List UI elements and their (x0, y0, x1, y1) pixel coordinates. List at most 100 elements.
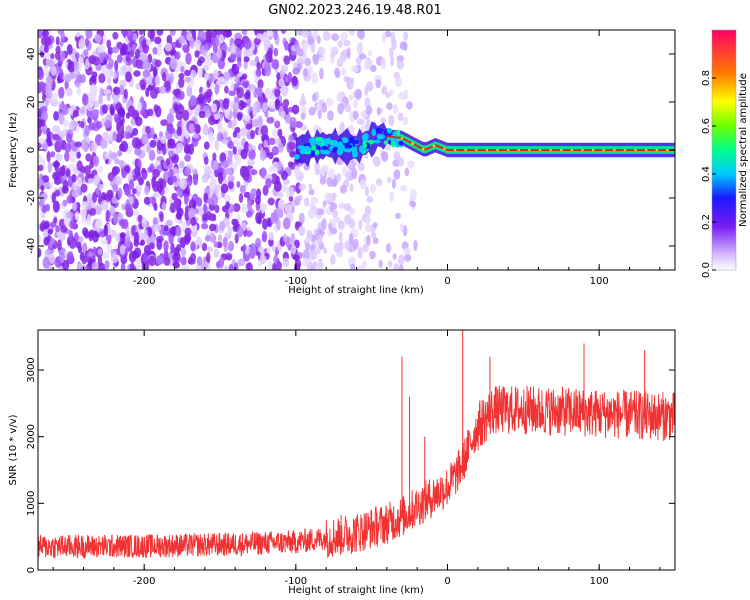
spectral-noise-blob (312, 54, 319, 66)
signal-blob (332, 139, 338, 146)
spectral-noise-blob (68, 72, 76, 80)
spectral-noise-blob (119, 159, 125, 169)
spectral-noise-blob (337, 220, 345, 230)
spectral-noise-blob (240, 127, 247, 137)
spectral-noise-blob (381, 32, 387, 43)
spectral-noise-blob (97, 44, 106, 53)
spectral-noise-blob (307, 207, 316, 220)
spectral-noise-blob (285, 114, 291, 124)
spectral-noise-blob (52, 125, 60, 134)
spectral-noise-blob (380, 117, 387, 124)
spectral-noise-blob (271, 58, 280, 70)
spectral-noise-blob (188, 123, 195, 134)
spectral-noise-blob (71, 202, 78, 212)
spectral-noise-blob (280, 184, 289, 193)
spectral-noise-blob (51, 192, 56, 204)
spectral-noise-blob (312, 93, 317, 103)
spectral-noise-blob (156, 46, 162, 57)
spectral-noise-blob (80, 139, 88, 150)
spectral-noise-blob (42, 30, 49, 38)
spectral-noise-blob (55, 45, 61, 54)
spectral-noise-blob (322, 30, 331, 41)
spectral-noise-blob (265, 177, 272, 189)
spectral-noise-blob (173, 104, 179, 112)
spectral-noise-blob (201, 223, 209, 230)
spectral-noise-blob (74, 141, 82, 148)
spectral-noise-blob (288, 134, 294, 144)
spectral-noise-blob (41, 175, 50, 183)
spectral-noise-blob (97, 255, 103, 267)
spectral-noise-blob (81, 201, 88, 209)
spectral-noise-blob (53, 217, 58, 224)
spectral-noise-blob (213, 113, 220, 120)
spectral-noise-blob (124, 186, 131, 196)
spectral-noise-blob (366, 196, 374, 204)
spectral-noise-blob (247, 199, 252, 212)
spectral-noise-blob (388, 260, 393, 268)
spectral-noise-blob (84, 58, 90, 70)
spectral-noise-blob (109, 205, 116, 216)
signal-blob (354, 139, 360, 145)
spectral-noise-blob (152, 169, 161, 178)
spectral-noise-blob (169, 107, 175, 115)
spectral-noise-blob (350, 30, 355, 36)
signal-blob (351, 149, 358, 158)
spectral-noise-blob (291, 75, 298, 87)
spectral-noise-blob (329, 218, 337, 225)
spectral-noise-blob (86, 214, 92, 227)
spectral-noise-blob (173, 246, 179, 257)
spectral-noise-blob (93, 174, 101, 187)
spectral-noise-blob (175, 226, 182, 237)
spectral-noise-blob (146, 39, 152, 46)
spectral-noise-blob (74, 60, 79, 72)
spectral-noise-blob (182, 109, 190, 121)
spectral-noise-blob (139, 30, 144, 36)
spectral-noise-blob (125, 55, 131, 63)
signal-blob (311, 144, 317, 151)
spectral-noise-blob (128, 179, 135, 190)
spectral-noise-blob (133, 209, 140, 217)
spectral-noise-blob (135, 258, 140, 270)
spectral-noise-blob (143, 60, 149, 71)
spectral-noise-blob (72, 109, 78, 118)
spectral-noise-blob (50, 53, 55, 60)
spectral-noise-blob (228, 89, 236, 97)
spectral-noise-blob (224, 109, 230, 119)
signal-blob (359, 145, 365, 153)
colorbar-tick-label: 0.0 (701, 262, 712, 278)
spectral-noise-blob (58, 86, 65, 99)
spectral-noise-blob (104, 119, 112, 129)
x-tick-label: 0 (444, 276, 450, 287)
spectral-noise-blob (155, 255, 164, 265)
spectral-noise-blob (38, 30, 43, 39)
spectral-noise-blob (227, 175, 235, 182)
spectral-noise-blob (198, 66, 203, 78)
spectral-noise-blob (54, 170, 63, 179)
x-tick-label: -200 (133, 276, 156, 287)
spectral-noise-blob (104, 260, 110, 270)
spectral-noise-blob (44, 36, 52, 47)
spectral-noise-blob (173, 261, 180, 268)
spectral-noise-blob (191, 30, 196, 37)
spectral-noise-blob (113, 94, 119, 105)
spectral-noise-blob (389, 191, 395, 202)
spectral-noise-blob (280, 84, 289, 97)
spectral-noise-blob (71, 104, 77, 112)
spectral-noise-blob (226, 254, 232, 261)
colorbar-tick-label: 0.2 (701, 214, 712, 230)
spectral-noise-blob (156, 30, 164, 36)
signal-blob (348, 136, 355, 145)
spectral-noise-blob (273, 30, 278, 41)
spectral-noise-blob (405, 101, 413, 110)
spectral-noise-blob (397, 254, 405, 266)
spectral-noise-blob (251, 118, 259, 128)
spectral-noise-blob (202, 64, 209, 71)
spectral-noise-blob (124, 237, 131, 248)
spectral-noise-blob (127, 105, 136, 117)
spectrogram-y-label: Frequency (Hz) (8, 112, 19, 188)
spectral-noise-blob (336, 172, 342, 182)
spectral-noise-blob (283, 55, 291, 65)
spectral-noise-blob (137, 101, 142, 112)
spectral-noise-blob (107, 76, 112, 85)
spectral-noise-blob (89, 161, 94, 169)
